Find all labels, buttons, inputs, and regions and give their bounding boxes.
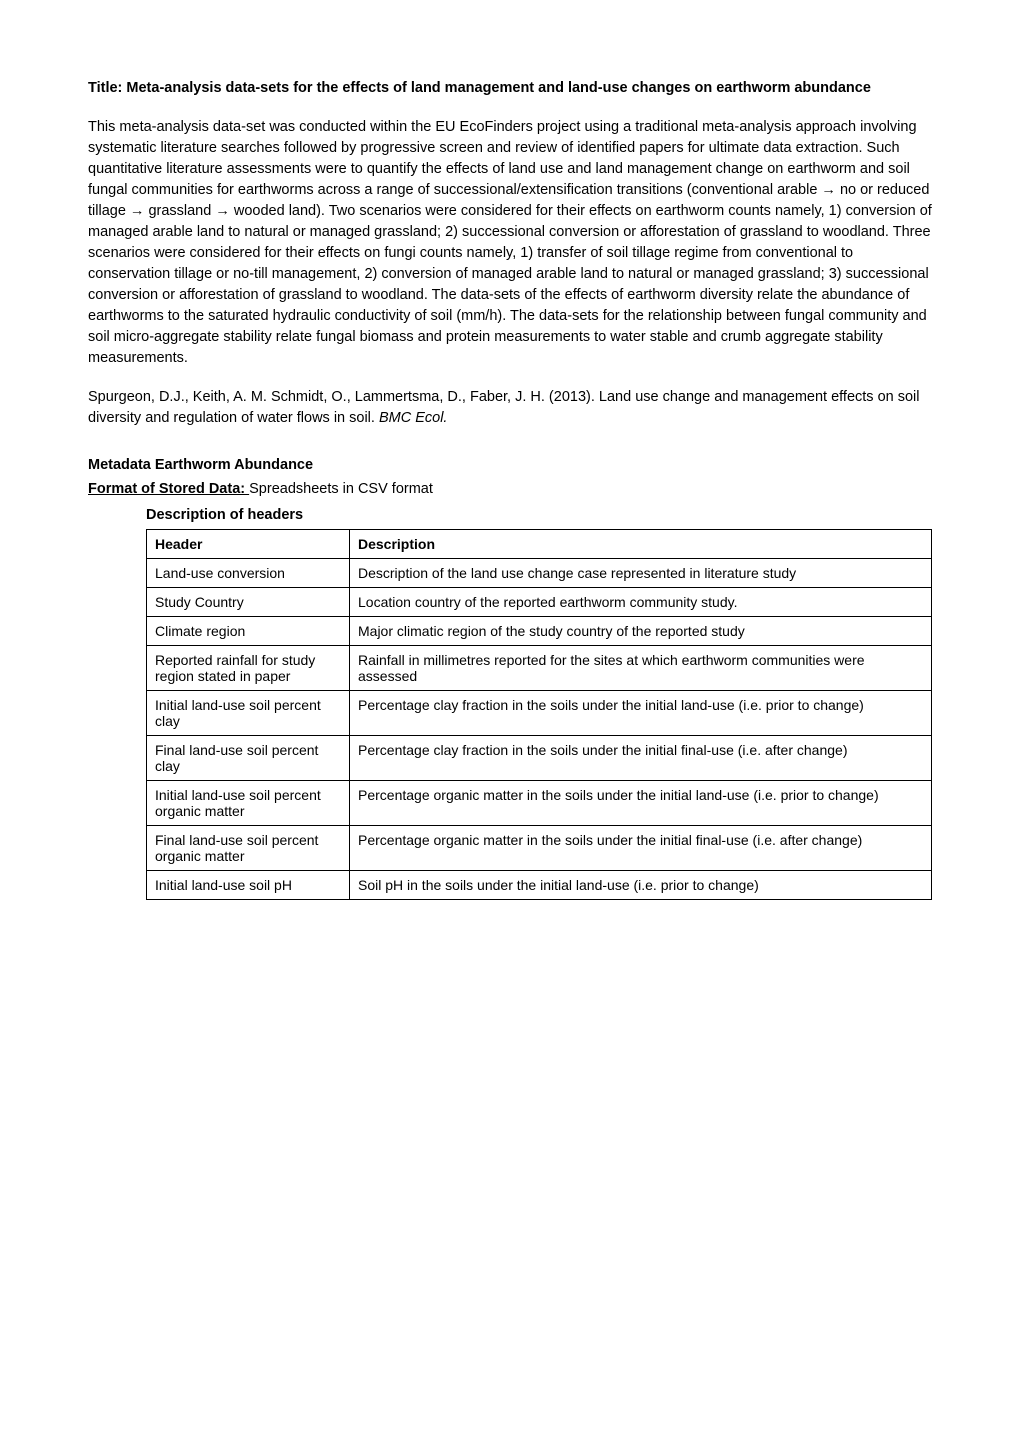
table-row: Initial land-use soil percent organic ma… — [147, 781, 932, 826]
table-cell-description: Percentage clay fraction in the soils un… — [350, 691, 932, 736]
table-cell-header: Land-use conversion — [147, 559, 350, 588]
table-cell-description: Percentage organic matter in the soils u… — [350, 826, 932, 871]
table-cell-description: Rainfall in millimetres reported for the… — [350, 646, 932, 691]
metadata-heading: Metadata Earthworm Abundance — [88, 457, 932, 473]
table-col-header: Header — [147, 530, 350, 559]
table-cell-description: Description of the land use change case … — [350, 559, 932, 588]
table-header-row: Header Description — [147, 530, 932, 559]
title-prefix: Title: — [88, 80, 122, 96]
table-cell-header: Final land-use soil percent clay — [147, 736, 350, 781]
citation-journal: BMC Ecol. — [379, 410, 448, 426]
table-row: Final land-use soil percent clay Percent… — [147, 736, 932, 781]
table-cell-header: Study Country — [147, 588, 350, 617]
citation-text: Spurgeon, D.J., Keith, A. M. Schmidt, O.… — [88, 389, 919, 426]
table-row: Land-use conversion Description of the l… — [147, 559, 932, 588]
table-row: Initial land-use soil pH Soil pH in the … — [147, 871, 932, 900]
title-text: Meta-analysis data-sets for the effects … — [126, 80, 871, 96]
table-cell-header: Initial land-use soil percent clay — [147, 691, 350, 736]
table-cell-description: Major climatic region of the study count… — [350, 617, 932, 646]
headers-table: Header Description Land-use conversion D… — [146, 529, 932, 900]
table-cell-description: Percentage organic matter in the soils u… — [350, 781, 932, 826]
table-cell-header: Initial land-use soil percent organic ma… — [147, 781, 350, 826]
table-row: Climate region Major climatic region of … — [147, 617, 932, 646]
abstract-paragraph: This meta-analysis data-set was conducte… — [88, 117, 932, 369]
table-row: Final land-use soil percent organic matt… — [147, 826, 932, 871]
table-col-description: Description — [350, 530, 932, 559]
document-page: Title: Meta-analysis data-sets for the e… — [0, 0, 1020, 1443]
table-cell-header: Initial land-use soil pH — [147, 871, 350, 900]
table-row: Study Country Location country of the re… — [147, 588, 932, 617]
table-cell-header: Climate region — [147, 617, 350, 646]
table-cell-description: Soil pH in the soils under the initial l… — [350, 871, 932, 900]
format-line: Format of Stored Data: Spreadsheets in C… — [88, 481, 932, 497]
format-label: Format of Stored Data: — [88, 481, 249, 497]
table-cell-header: Final land-use soil percent organic matt… — [147, 826, 350, 871]
table-cell-description: Location country of the reported earthwo… — [350, 588, 932, 617]
document-title: Title: Meta-analysis data-sets for the e… — [88, 78, 932, 99]
table-cell-description: Percentage clay fraction in the soils un… — [350, 736, 932, 781]
table-heading: Description of headers — [146, 507, 932, 523]
citation: Spurgeon, D.J., Keith, A. M. Schmidt, O.… — [88, 387, 932, 429]
table-cell-header: Reported rainfall for study region state… — [147, 646, 350, 691]
table-row: Initial land-use soil percent clay Perce… — [147, 691, 932, 736]
table-row: Reported rainfall for study region state… — [147, 646, 932, 691]
format-value: Spreadsheets in CSV format — [249, 481, 433, 497]
